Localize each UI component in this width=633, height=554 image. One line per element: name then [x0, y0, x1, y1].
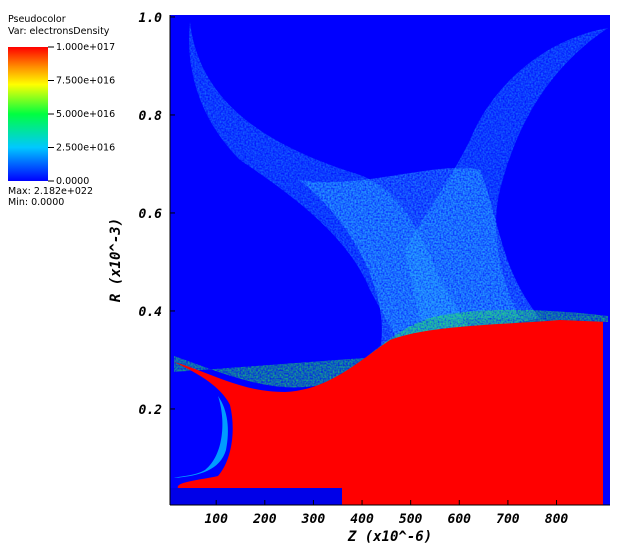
x-tick-label: 200 [252, 512, 277, 527]
field [170, 15, 610, 505]
colorbar [8, 47, 48, 181]
edge-band [174, 396, 228, 478]
legend-variable: Var: electronsDensity [8, 26, 110, 37]
colorbar-tick-label: 1.000e+017 [56, 42, 115, 53]
colorbar-tick-label: 5.000e+016 [56, 109, 115, 120]
x-tick-label: 700 [496, 512, 520, 527]
y-tick-label: 0.4 [139, 305, 163, 320]
y-tick-label: 1.0 [139, 11, 163, 26]
legend-title: Pseudocolor [8, 14, 66, 25]
colorbar-tick-label: 7.500e+016 [56, 76, 115, 87]
dense-region [174, 320, 608, 505]
legend-min: Min: 0.0000 [8, 197, 64, 208]
x-tick-label: 500 [399, 512, 423, 527]
y-axis-title: R (x10^-3) [108, 218, 124, 302]
x-tick-label: 800 [545, 512, 569, 527]
colorbar-tick-label: 0.0000 [56, 176, 89, 187]
plume-core [300, 167, 540, 350]
x-tick-label: 100 [204, 512, 228, 527]
y-tick-label: 0.6 [139, 207, 163, 222]
inlet-region [170, 488, 342, 505]
y-tick-label: 0.2 [139, 403, 163, 418]
x-axis-title: Z (x10^-6) [347, 529, 432, 545]
x-tick-label: 300 [301, 512, 326, 527]
colorbar-tick-label: 2.500e+016 [56, 143, 115, 154]
edge-strip [603, 322, 610, 505]
legend-max: Max: 2.182e+022 [8, 186, 93, 197]
x-tick-label: 400 [350, 512, 374, 527]
x-tick-label: 600 [448, 512, 472, 527]
y-tick-label: 0.8 [139, 109, 163, 124]
